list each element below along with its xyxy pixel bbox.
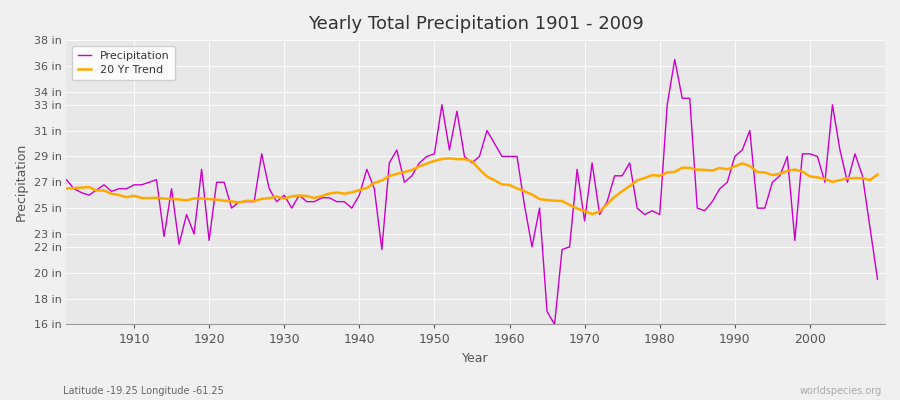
20 Yr Trend bbox=[331, 190, 342, 195]
Precipitation bbox=[286, 206, 297, 210]
Precipitation bbox=[549, 322, 560, 327]
X-axis label: Year: Year bbox=[463, 352, 489, 365]
Title: Yearly Total Precipitation 1901 - 2009: Yearly Total Precipitation 1901 - 2009 bbox=[308, 15, 644, 33]
Precipitation bbox=[497, 154, 508, 159]
Legend: Precipitation, 20 Yr Trend: Precipitation, 20 Yr Trend bbox=[72, 46, 176, 80]
20 Yr Trend bbox=[286, 194, 297, 199]
Precipitation bbox=[122, 186, 132, 191]
Text: Latitude -19.25 Longitude -61.25: Latitude -19.25 Longitude -61.25 bbox=[63, 386, 224, 396]
20 Yr Trend bbox=[61, 186, 72, 191]
20 Yr Trend bbox=[587, 212, 598, 216]
20 Yr Trend bbox=[444, 156, 454, 161]
Y-axis label: Precipitation: Precipitation bbox=[15, 143, 28, 221]
Line: Precipitation: Precipitation bbox=[67, 60, 878, 324]
Precipitation bbox=[872, 277, 883, 282]
Line: 20 Yr Trend: 20 Yr Trend bbox=[67, 158, 878, 214]
Precipitation bbox=[504, 154, 515, 159]
20 Yr Trend bbox=[872, 172, 883, 177]
20 Yr Trend bbox=[122, 195, 132, 200]
20 Yr Trend bbox=[511, 186, 522, 191]
Precipitation bbox=[670, 57, 680, 62]
Precipitation bbox=[61, 177, 72, 182]
20 Yr Trend bbox=[504, 183, 515, 188]
Text: worldspecies.org: worldspecies.org bbox=[800, 386, 882, 396]
20 Yr Trend bbox=[609, 194, 620, 199]
Precipitation bbox=[331, 199, 342, 204]
Precipitation bbox=[602, 199, 613, 204]
